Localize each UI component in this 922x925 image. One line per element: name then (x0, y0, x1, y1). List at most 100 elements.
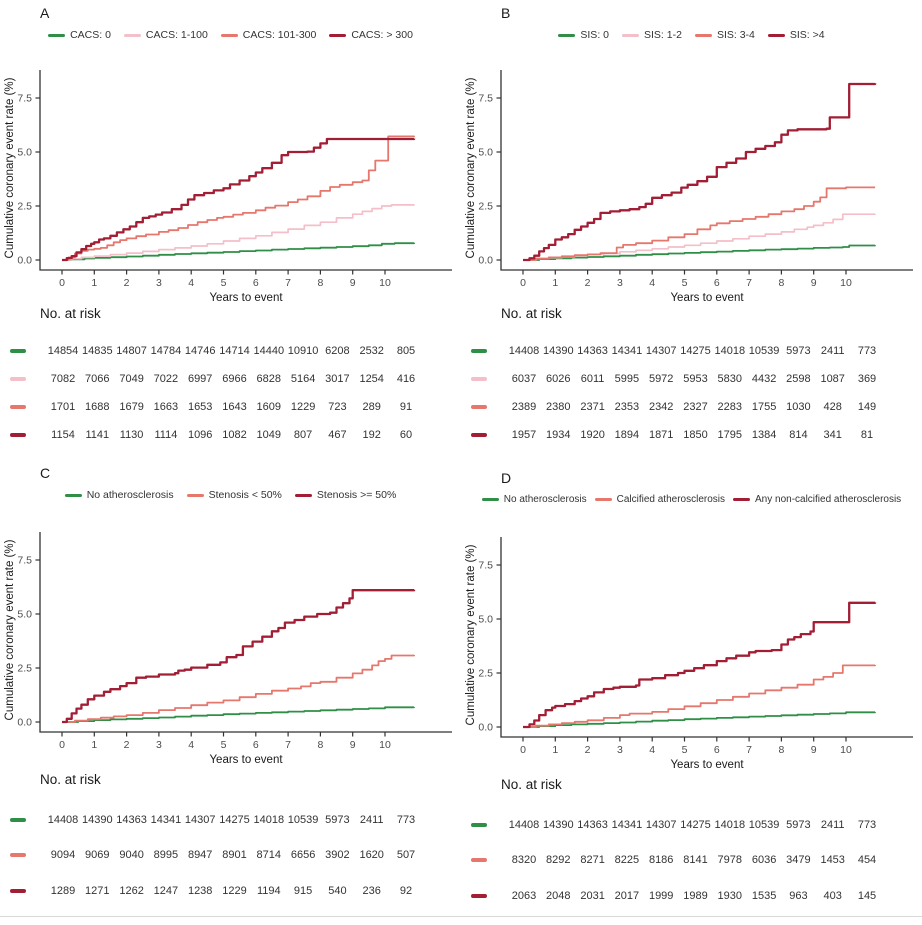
y-tick-label: 2.5 (478, 668, 493, 680)
risk-count: 5973 (325, 814, 350, 826)
x-tick-label: 6 (253, 739, 259, 751)
x-tick-label: 3 (617, 277, 623, 289)
risk-row-swatch (10, 889, 26, 893)
risk-count: 149 (857, 401, 877, 413)
panel-c: C No atherosclerosis Stenosis < 50% Stenos… (0, 460, 461, 920)
x-tick-label: 0 (59, 277, 65, 289)
y-tick-label: 5.0 (478, 614, 493, 626)
legend-label: SIS: 0 (580, 29, 609, 41)
risk-count: 2532 (359, 345, 384, 357)
risk-count: 1701 (50, 401, 76, 413)
risk-count: 773 (857, 819, 877, 831)
survival-plot: 0.0 2.5 5.0 7.5 0 1 2 3 4 5 6 7 8 9 10 Cumulative coron… (4, 70, 452, 304)
risk-count: 8271 (580, 854, 605, 866)
y-axis-title: Cumulative coronary event rate (%) (465, 77, 477, 258)
risk-row-swatch (10, 405, 26, 409)
risk-count: 1289 (50, 885, 76, 897)
risk-count: 1229 (290, 401, 316, 413)
survival-curve (523, 601, 877, 729)
survival-curve (62, 135, 415, 261)
legend-label: CACS: 101-300 (242, 29, 317, 41)
risk-count: 963 (789, 890, 808, 902)
legend-item: SIS: 1-2 (622, 29, 682, 41)
risk-count: 2411 (359, 814, 384, 826)
risk-count: 369 (857, 373, 877, 385)
panel-b: B SIS: 0 SIS: 1-2 SIS: 3-4 SIS: >4 0.0 2.5 5.… (461, 0, 922, 460)
risk-count: 14341 (150, 814, 182, 826)
x-axis-title: Years to event (670, 292, 744, 304)
x-tick-label: 2 (585, 277, 591, 289)
risk-table-title: No. at risk (40, 306, 101, 321)
risk-count: 1930 (717, 890, 743, 902)
risk-count: 2371 (580, 401, 605, 413)
risk-count: 2353 (614, 401, 640, 413)
survival-curve (523, 82, 877, 262)
legend-swatch (220, 33, 238, 37)
legend-item: SIS: 3-4 (694, 29, 755, 41)
risk-count: 540 (328, 885, 347, 897)
legend-label: Any non-calcified atherosclerosis (755, 494, 902, 505)
risk-count: 5973 (786, 819, 811, 831)
risk-row-swatch (10, 377, 26, 381)
legend-item: CACS: 101-300 (220, 29, 317, 41)
risk-count: 1643 (222, 401, 247, 413)
legend-item: SIS: >4 (767, 29, 825, 41)
axis (39, 532, 452, 733)
risk-count: 7066 (85, 373, 110, 385)
legend-label: No atherosclerosis (503, 494, 587, 505)
risk-row-swatch (10, 433, 26, 437)
legend-swatch (186, 493, 204, 497)
y-tick-label: 5.0 (17, 609, 32, 621)
risk-count: 145 (857, 890, 877, 902)
legend-swatch (622, 33, 639, 37)
panel-a: A CACS: 0 CACS: 1-100 CACS: 101-300 CACS: >… (0, 0, 461, 460)
risk-count: 2411 (820, 819, 845, 831)
risk-count: 14018 (714, 345, 746, 357)
legend-item: CACS: 1-100 (123, 29, 208, 41)
x-tick-label: 2 (585, 744, 591, 756)
y-tick-label: 7.5 (478, 560, 493, 572)
y-axis-title: Cumulative coronary event rate (%) (4, 539, 16, 720)
x-tick-label: 4 (649, 744, 655, 756)
risk-count: 1894 (614, 429, 640, 441)
legend-item: Stenosis < 50% (186, 489, 282, 501)
x-tick-label: 7 (746, 277, 752, 289)
risk-count: 1154 (51, 429, 75, 441)
x-tick-label: 10 (379, 277, 391, 289)
risk-count: 2048 (546, 890, 571, 902)
risk-count: 8320 (511, 854, 537, 866)
y-tick-label: 7.5 (478, 93, 493, 105)
y-axis-title: Cumulative coronary event rate (%) (4, 77, 16, 258)
risk-count: 1871 (648, 429, 674, 441)
risk-count: 6656 (290, 849, 316, 861)
x-tick-label: 1 (552, 744, 558, 756)
risk-count: 2411 (820, 345, 845, 357)
legend-item: Calcified atherosclerosis (594, 494, 725, 505)
y-tick-label: 0.0 (17, 717, 32, 729)
risk-count: 91 (399, 401, 413, 413)
risk-row-swatch (10, 818, 26, 822)
risk-count: 1247 (153, 885, 179, 897)
axis (39, 70, 452, 271)
risk-row-swatch (471, 894, 487, 898)
risk-count: 14275 (680, 345, 711, 357)
risk-count: 6026 (546, 373, 571, 385)
risk-count: 1609 (256, 401, 282, 413)
legend-swatch (733, 498, 750, 501)
risk-row-swatch (471, 405, 487, 409)
survival-curve (62, 137, 416, 262)
risk-row-swatch (471, 823, 487, 827)
legend-item: No atherosclerosis (481, 494, 587, 505)
legend-label: Calcified atherosclerosis (616, 494, 725, 505)
risk-count: 14390 (82, 814, 113, 826)
x-tick-label: 4 (188, 739, 194, 751)
risk-table-title: No. at risk (501, 306, 562, 321)
risk-table-title: No. at risk (40, 772, 101, 787)
x-tick-label: 3 (156, 739, 162, 751)
risk-count: 5995 (614, 373, 640, 385)
risk-count: 14341 (611, 819, 643, 831)
x-axis-title: Years to event (209, 754, 283, 766)
risk-count: 14440 (253, 345, 285, 357)
legend-label: CACS: 0 (70, 29, 111, 41)
risk-count: 5830 (717, 373, 743, 385)
